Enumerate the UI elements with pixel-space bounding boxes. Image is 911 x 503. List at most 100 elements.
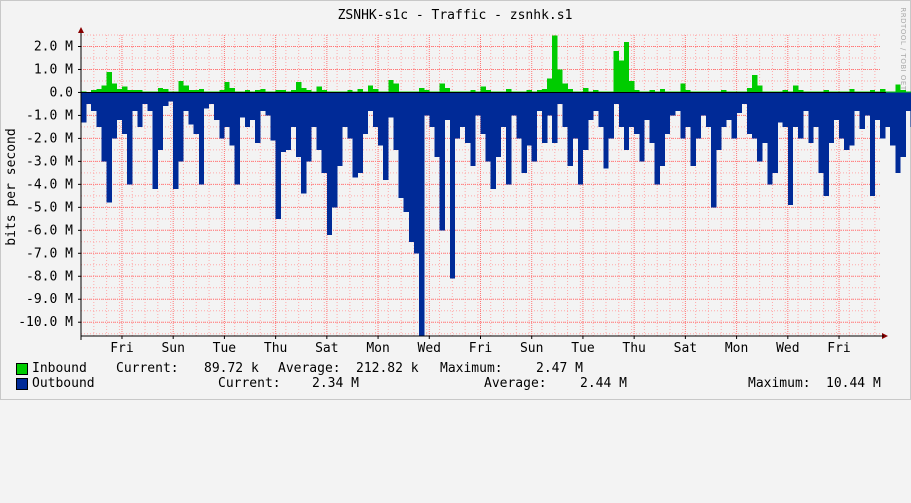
inbound-bar bbox=[895, 84, 900, 92]
outbound-bar bbox=[527, 92, 532, 145]
inbound-bar bbox=[101, 86, 106, 93]
outbound-bar bbox=[588, 92, 593, 120]
outbound-bar bbox=[153, 92, 158, 189]
y-tick-label: 0.0 bbox=[50, 85, 73, 100]
outbound-bar bbox=[716, 92, 721, 149]
y-tick-label: -8.0 M bbox=[26, 269, 73, 284]
outbound-bar bbox=[342, 92, 347, 126]
inbound-bar bbox=[747, 88, 752, 93]
outbound-bar bbox=[189, 92, 194, 124]
outbound-bar bbox=[399, 92, 404, 198]
outbound-bar bbox=[808, 92, 813, 143]
outbound-bar bbox=[91, 92, 96, 110]
outbound-bar bbox=[214, 92, 219, 120]
chart-title: ZSNHK-s1c - Traffic - zsnhk.s1 bbox=[338, 8, 573, 23]
outbound-bar bbox=[81, 92, 86, 122]
outbound-bar bbox=[486, 92, 491, 161]
x-tick-label: Tue bbox=[571, 341, 595, 356]
inbound-bar bbox=[680, 83, 685, 92]
outbound-name: Outbound bbox=[32, 377, 95, 391]
x-tick-label: Thu bbox=[264, 341, 287, 356]
outbound-bar bbox=[481, 92, 486, 133]
outbound-bar bbox=[803, 92, 808, 110]
outbound-bar bbox=[696, 92, 701, 138]
inbound-bar bbox=[296, 82, 301, 92]
outbound-bar bbox=[281, 92, 286, 152]
outbound-bar bbox=[434, 92, 439, 156]
inbound-bar bbox=[158, 88, 163, 93]
outbound-bar bbox=[614, 92, 619, 103]
outbound-bar bbox=[609, 92, 614, 138]
outbound-bar bbox=[276, 92, 281, 218]
outbound-bar bbox=[404, 92, 409, 211]
y-tick-label: -6.0 M bbox=[26, 223, 73, 238]
inbound-bar bbox=[562, 83, 567, 92]
outbound-bar bbox=[675, 92, 680, 110]
x-tick-label: Sun bbox=[161, 341, 184, 356]
outbound-bar bbox=[665, 92, 670, 133]
outbound-bar bbox=[491, 92, 496, 189]
outbound-bar bbox=[557, 92, 562, 103]
outbound-bar bbox=[634, 92, 639, 133]
inbound-bar bbox=[506, 89, 511, 92]
grid-layer bbox=[81, 35, 880, 336]
outbound-bar bbox=[819, 92, 824, 172]
outbound-bar bbox=[419, 92, 424, 336]
outbound-bar bbox=[865, 92, 870, 115]
y-tick-label: -10.0 M bbox=[18, 315, 73, 330]
outbound-bar bbox=[260, 92, 265, 110]
outbound-bar bbox=[137, 92, 142, 126]
outbound-bar bbox=[890, 92, 895, 145]
outbound-bar bbox=[726, 92, 731, 120]
outbound-bar bbox=[583, 92, 588, 149]
outbound-bar bbox=[230, 92, 235, 145]
outbound-bar bbox=[690, 92, 695, 166]
outbound-current-value: 2.34 M bbox=[312, 377, 359, 391]
outbound-bar bbox=[639, 92, 644, 161]
outbound-bar bbox=[224, 92, 229, 126]
outbound-bar bbox=[752, 92, 757, 138]
inbound-bar bbox=[301, 88, 306, 93]
outbound-bar bbox=[783, 92, 788, 126]
outbound-bar bbox=[624, 92, 629, 149]
outbound-swatch bbox=[16, 378, 28, 390]
inbound-average-value: 212.82 k bbox=[356, 362, 419, 376]
outbound-bar bbox=[829, 92, 834, 143]
outbound-bar bbox=[301, 92, 306, 193]
outbound-bar bbox=[706, 92, 711, 126]
outbound-bar bbox=[445, 92, 450, 120]
y-tick-label: -2.0 M bbox=[26, 131, 73, 146]
outbound-bar bbox=[798, 92, 803, 138]
outbound-bar bbox=[854, 92, 859, 110]
outbound-bar bbox=[767, 92, 772, 184]
outbound-bar bbox=[731, 92, 736, 138]
x-tick-label: Mon bbox=[366, 341, 389, 356]
outbound-bar bbox=[122, 92, 127, 133]
outbound-bar bbox=[880, 92, 885, 138]
outbound-bar bbox=[450, 92, 455, 278]
inbound-bar bbox=[481, 87, 486, 93]
outbound-bar bbox=[178, 92, 183, 161]
outbound-bar bbox=[552, 92, 557, 143]
inbound-average-label: Average: bbox=[278, 362, 341, 376]
x-tick-label: Fri bbox=[469, 341, 492, 356]
inbound-maximum-label: Maximum: bbox=[440, 362, 503, 376]
outbound-bar bbox=[844, 92, 849, 149]
outbound-bar bbox=[778, 92, 783, 122]
outbound-bar bbox=[240, 92, 245, 117]
outbound-bar bbox=[650, 92, 655, 143]
outbound-bar bbox=[737, 92, 742, 113]
outbound-bar bbox=[393, 92, 398, 149]
y-tick-label: -5.0 M bbox=[26, 200, 73, 215]
inbound-swatch bbox=[16, 363, 28, 375]
outbound-bar bbox=[265, 92, 270, 115]
x-tick-label: Thu bbox=[622, 341, 645, 356]
outbound-bar bbox=[496, 92, 501, 156]
outbound-bar bbox=[424, 92, 429, 115]
inbound-current-value: 89.72 k bbox=[204, 362, 259, 376]
outbound-bar bbox=[158, 92, 163, 149]
outbound-bar bbox=[142, 92, 147, 103]
outbound-bar bbox=[358, 92, 363, 172]
inbound-bar bbox=[388, 80, 393, 93]
y-axis-arrow bbox=[78, 27, 84, 33]
